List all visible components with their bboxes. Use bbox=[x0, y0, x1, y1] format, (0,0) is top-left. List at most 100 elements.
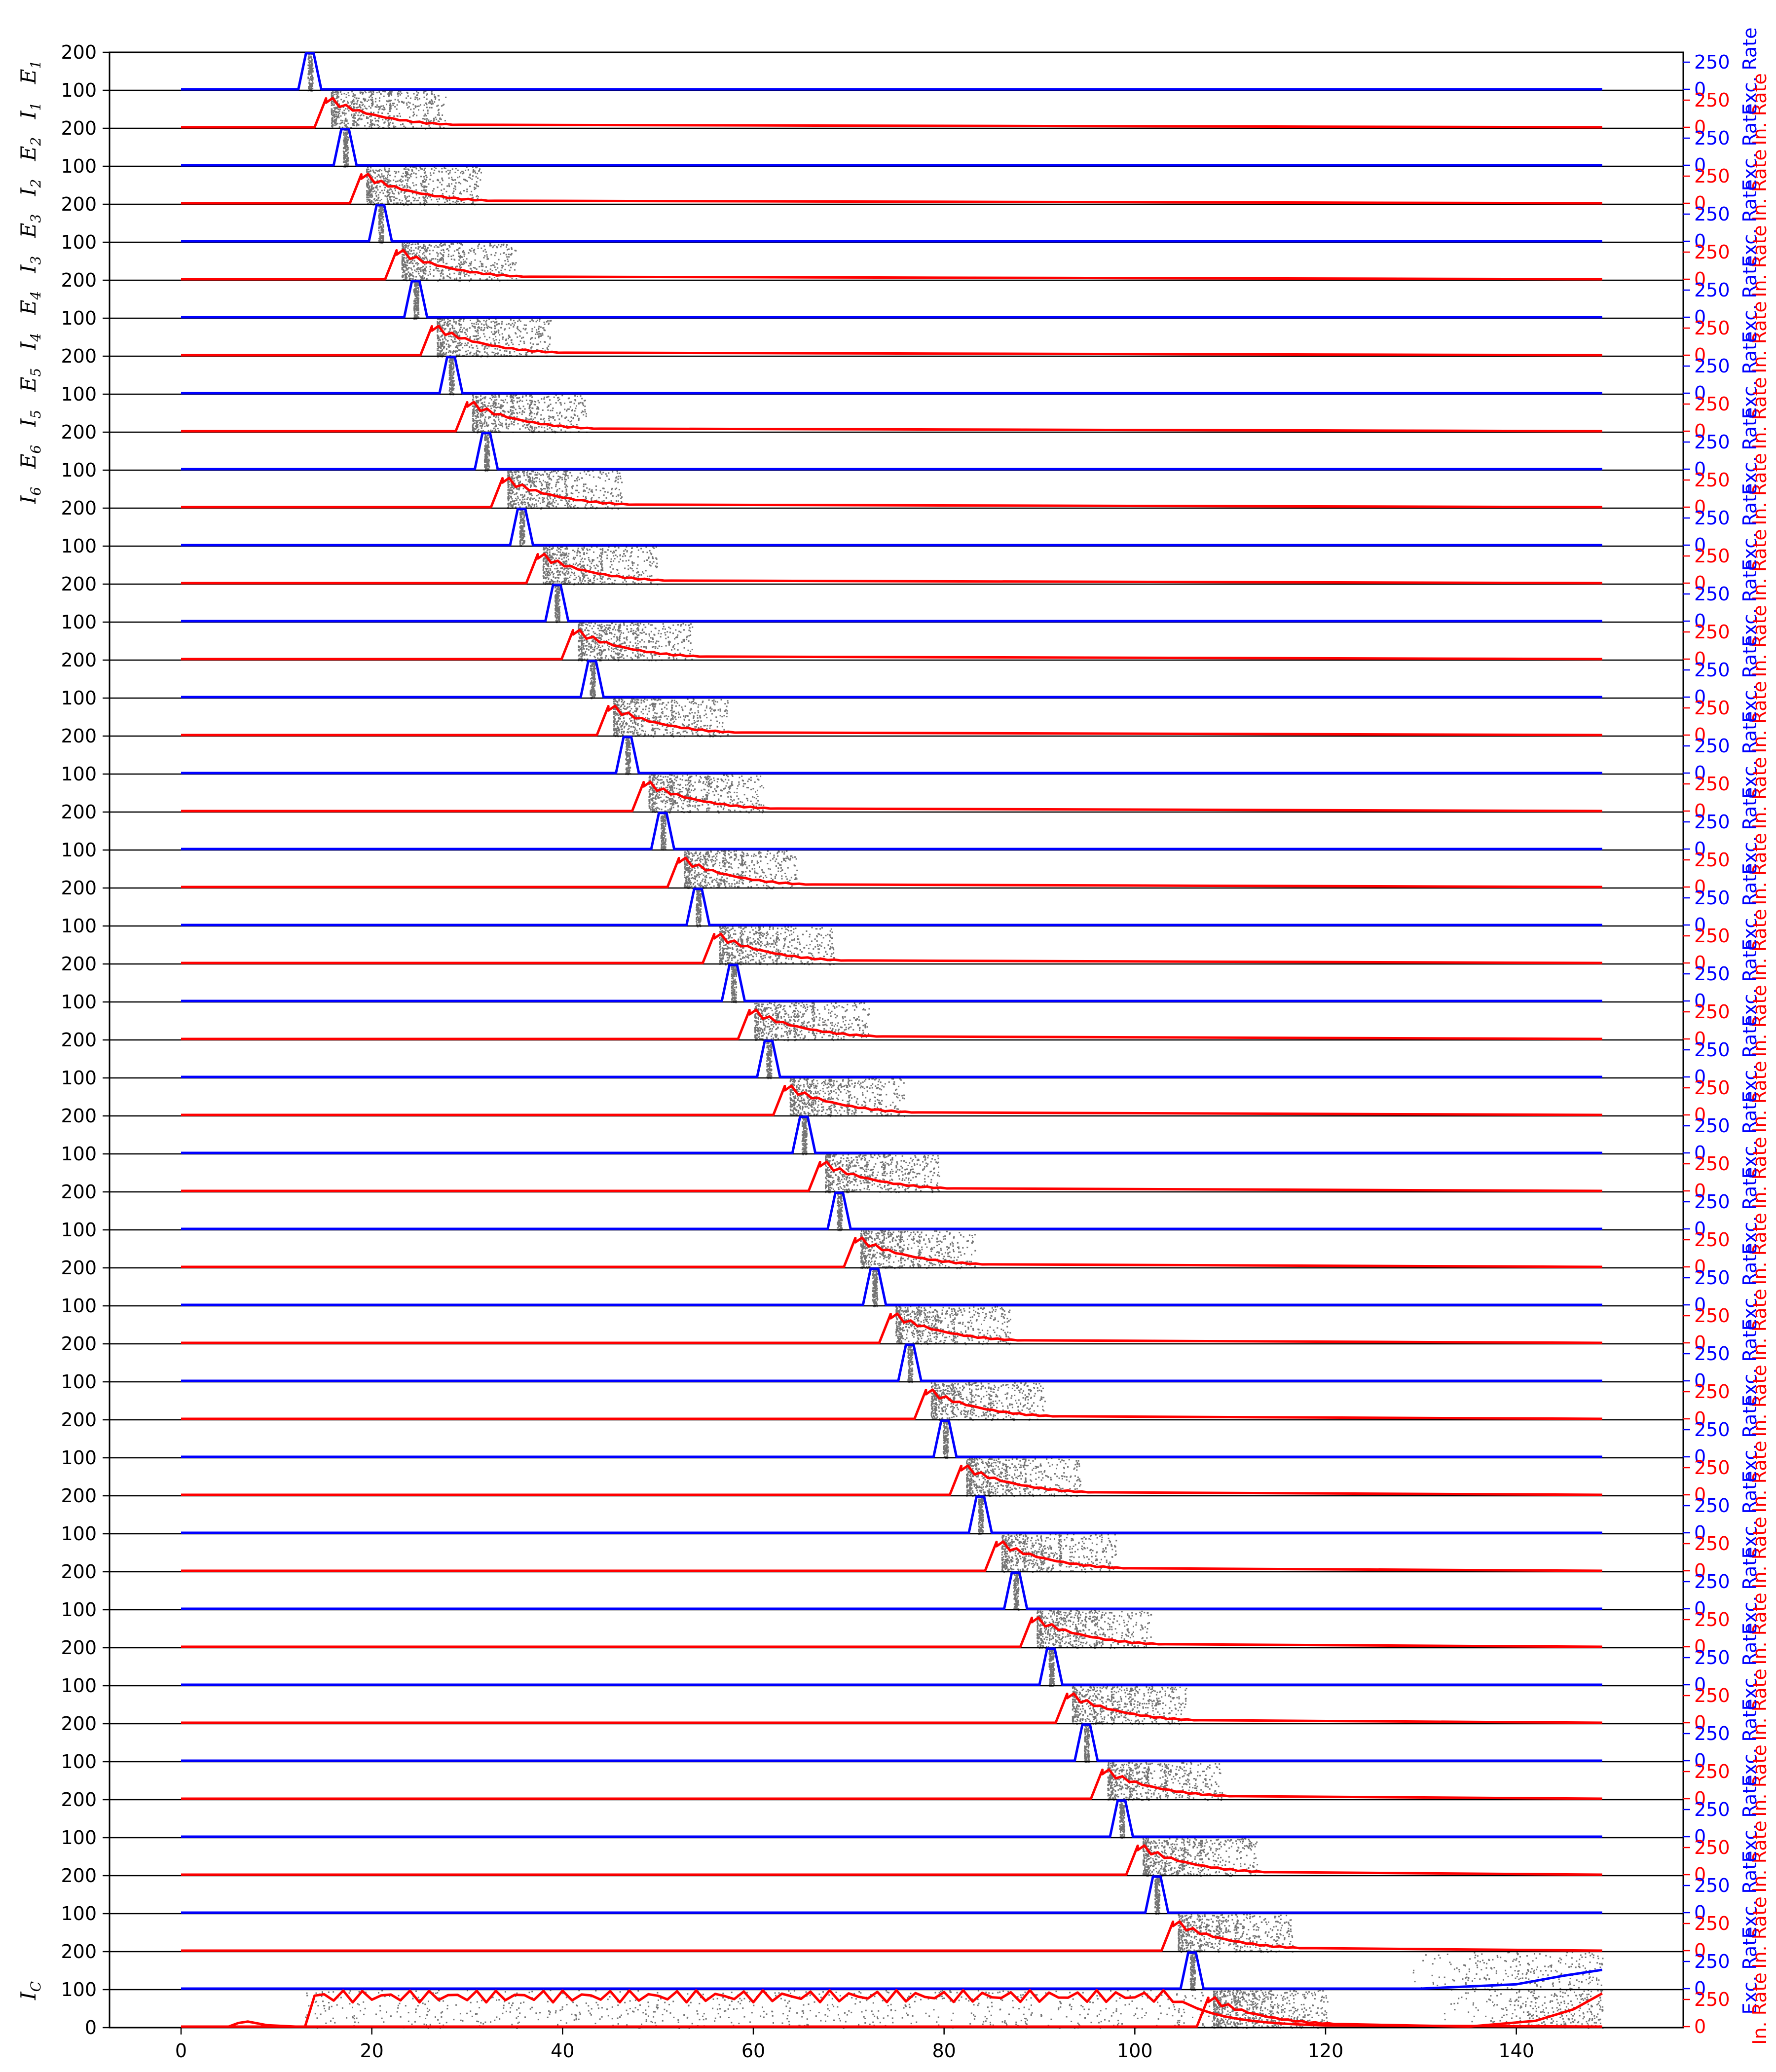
population-label-sub: 2 bbox=[28, 137, 44, 147]
right-tick-label: 250 bbox=[1694, 1495, 1730, 1517]
right-tick-label: 0 bbox=[1694, 876, 1706, 898]
exc-rate-axis-label: Exc. Rate bbox=[1739, 331, 1761, 419]
exc-rate-line bbox=[181, 1267, 1602, 1306]
inh-rate-line bbox=[181, 780, 1602, 813]
y-tick-label: 200 bbox=[61, 573, 97, 595]
inh-rate-axis-label: In. Rate bbox=[1749, 833, 1771, 905]
population-label-sub: 4 bbox=[28, 333, 44, 342]
y-tick-label: 200 bbox=[61, 1865, 97, 1887]
exc-rate-axis-label: Exc. Rate bbox=[1739, 179, 1761, 267]
y-tick-label: 100 bbox=[61, 1219, 97, 1241]
population-label-sub: 3 bbox=[28, 256, 44, 265]
inh-rate-axis-label: In. Rate bbox=[1749, 605, 1771, 677]
population-label-base: E bbox=[16, 454, 40, 470]
rate-curves bbox=[181, 52, 1603, 2028]
exc-rate-line bbox=[181, 888, 1602, 926]
y-tick-label: 200 bbox=[61, 1941, 97, 1962]
right-tick-label: 0 bbox=[1694, 1788, 1706, 1810]
inh-rate-axis-label: In. Rate bbox=[1749, 909, 1771, 981]
population-label: E3 bbox=[16, 214, 44, 239]
right-tick-label: 250 bbox=[1694, 1761, 1730, 1782]
y-tick-label: 200 bbox=[61, 1713, 97, 1735]
right-tick-label: 250 bbox=[1694, 241, 1730, 263]
population-label: I6 bbox=[16, 487, 44, 504]
inh-rate-axis-label: In. Rate bbox=[1749, 1896, 1771, 1969]
population-label-sub: 6 bbox=[28, 487, 44, 496]
population-label: I1 bbox=[16, 102, 44, 119]
exc-rate-axis-label: Exc. Rate bbox=[1739, 1167, 1761, 1255]
right-tick-label: 250 bbox=[1694, 1723, 1730, 1744]
right-tick-label: 250 bbox=[1694, 431, 1730, 453]
right-tick-label: 250 bbox=[1694, 583, 1730, 605]
inh-rate-line bbox=[181, 249, 1602, 281]
y-tick-label: 100 bbox=[61, 459, 97, 481]
inh-rate-line bbox=[181, 932, 1602, 964]
right-tick-label: 0 bbox=[1694, 1066, 1706, 1088]
right-tick-label: 250 bbox=[1694, 963, 1730, 985]
inh-rate-line bbox=[181, 1084, 1602, 1116]
exc-rate-axis-label: Exc. Rate bbox=[1739, 1395, 1761, 1482]
right-tick-label: 250 bbox=[1694, 127, 1730, 149]
right-tick-label: 250 bbox=[1694, 925, 1730, 947]
right-tick-label: 0 bbox=[1694, 1142, 1706, 1164]
exc-rate-axis-label: Exc. Rate bbox=[1739, 1547, 1761, 1634]
y-tick-label: 200 bbox=[61, 1561, 97, 1583]
exc-rate-line bbox=[181, 1419, 1602, 1458]
y-tick-label: 100 bbox=[61, 383, 97, 405]
population-label-base: E bbox=[16, 146, 40, 162]
right-tick-label: 250 bbox=[1694, 849, 1730, 871]
y-tick-label: 200 bbox=[61, 649, 97, 671]
inh-rate-line bbox=[181, 1464, 1602, 1496]
exc-rate-axis-label: Exc. Rate bbox=[1739, 787, 1761, 875]
right-tick-label: 0 bbox=[1694, 1978, 1706, 1999]
right-tick-label: 0 bbox=[1694, 724, 1706, 746]
exc-rate-axis-label: Exc. Rate bbox=[1739, 863, 1761, 951]
right-tick-label: 0 bbox=[1694, 572, 1706, 594]
y-tick-label: 200 bbox=[61, 1637, 97, 1659]
right-tick-label: 0 bbox=[1694, 1370, 1706, 1392]
inh-rate-axis-label: In. Rate bbox=[1749, 529, 1771, 601]
population-label-base: I bbox=[16, 1991, 40, 2000]
population-label-sub: 5 bbox=[28, 410, 44, 419]
population-label-base: I bbox=[16, 495, 40, 504]
right-tick-label: 0 bbox=[1694, 1674, 1706, 1696]
right-tick-label: 0 bbox=[1694, 116, 1706, 138]
inh-rate-axis-label: In. Rate bbox=[1749, 301, 1771, 373]
x-tick-label: 80 bbox=[932, 2040, 956, 2062]
exc-rate-line bbox=[181, 736, 1602, 775]
inh-rate-line bbox=[181, 401, 1602, 433]
inh-rate-axis-label: In. Rate bbox=[1749, 225, 1771, 297]
population-label-base: I bbox=[16, 110, 40, 119]
y-tick-label: 100 bbox=[61, 763, 97, 785]
population-label-sub: 3 bbox=[28, 214, 44, 223]
right-tick-label: 250 bbox=[1694, 1951, 1730, 1972]
right-tick-label: 250 bbox=[1694, 1913, 1730, 1934]
population-label-sub: C bbox=[28, 1981, 44, 1992]
population-label-base: I bbox=[16, 418, 40, 427]
exc-rate-line bbox=[181, 660, 1602, 699]
right-tick-label: 250 bbox=[1694, 469, 1730, 491]
right-tick-label: 250 bbox=[1694, 773, 1730, 795]
y-tick-label: 100 bbox=[61, 1751, 97, 1773]
right-tick-label: 0 bbox=[1694, 800, 1706, 822]
right-tick-label: 250 bbox=[1694, 811, 1730, 833]
exc-rate-line bbox=[181, 1647, 1602, 1686]
right-tick-label: 0 bbox=[1694, 496, 1706, 518]
right-tick-label: 0 bbox=[1694, 1218, 1706, 1240]
right-tick-label: 0 bbox=[1694, 1826, 1706, 1848]
exc-rate-axis-label: Exc. Rate bbox=[1739, 1243, 1761, 1331]
exc-rate-axis-label: Exc. Rate bbox=[1739, 1699, 1761, 1786]
ic-rate-line bbox=[181, 1989, 1602, 2028]
y-tick-label: 100 bbox=[61, 1143, 97, 1165]
right-tick-label: 250 bbox=[1694, 1837, 1730, 1858]
right-tick-label: 0 bbox=[1694, 1902, 1706, 1924]
inh-rate-line bbox=[181, 1768, 1602, 1800]
population-label: IC bbox=[16, 1981, 44, 2000]
right-tick-label: 250 bbox=[1694, 1305, 1730, 1327]
exc-rate-line bbox=[181, 1723, 1602, 1762]
population-label: I2 bbox=[16, 179, 44, 196]
right-tick-label: 250 bbox=[1694, 1875, 1730, 1896]
y-tick-label: 100 bbox=[61, 839, 97, 861]
y-tick-label: 200 bbox=[61, 1789, 97, 1811]
